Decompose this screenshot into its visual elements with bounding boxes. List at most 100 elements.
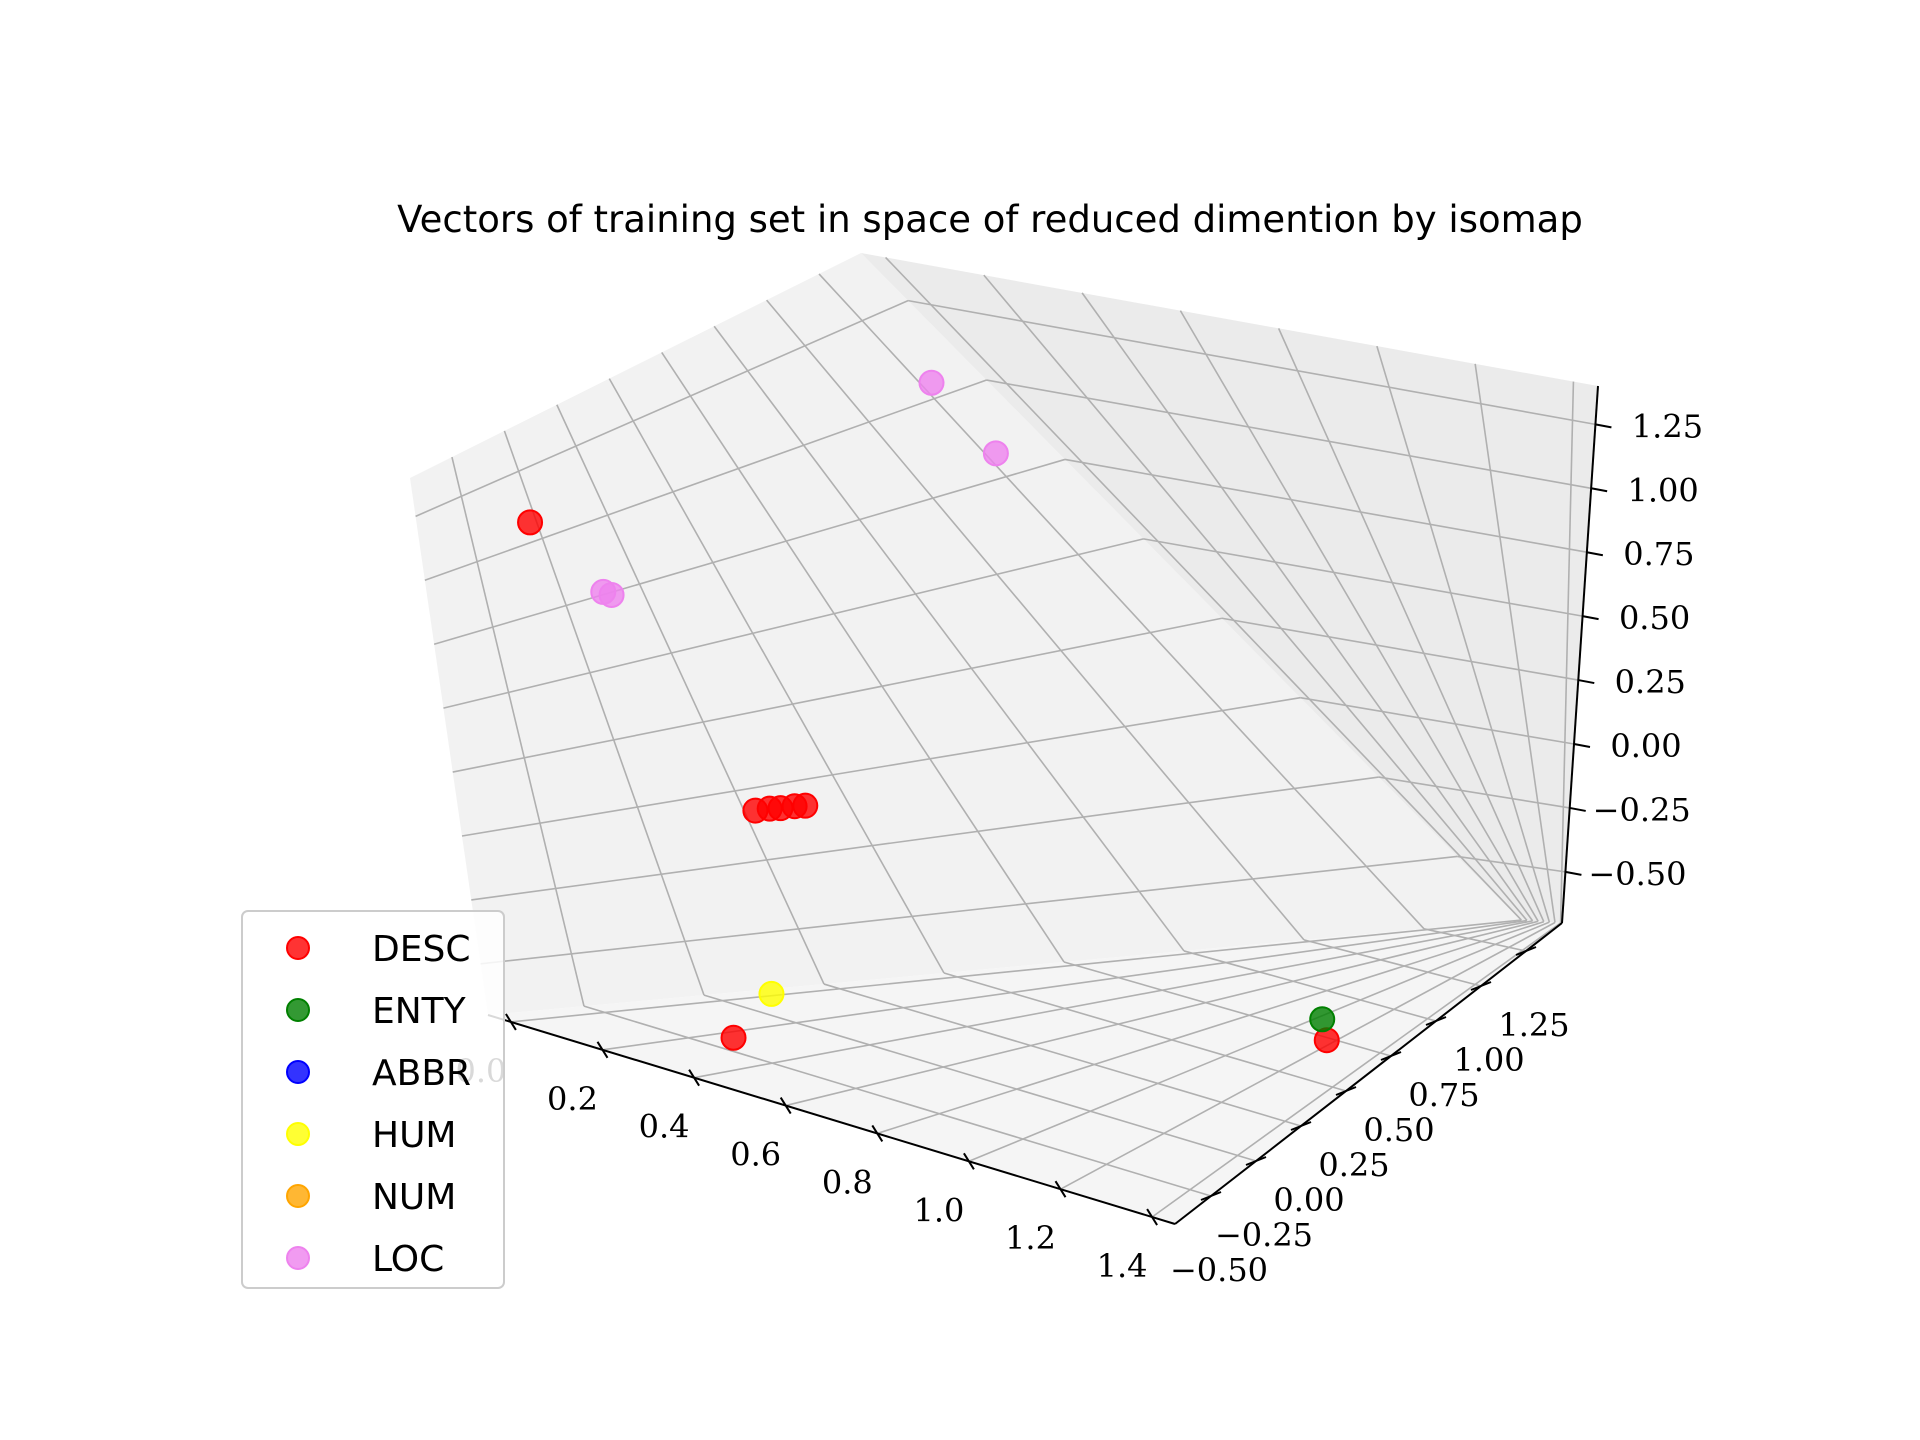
x-tick-label: 0.2 <box>547 1080 598 1118</box>
grid-line-z-back <box>1143 538 1583 617</box>
grid-line-x-back <box>983 274 1528 922</box>
data-point-desc <box>792 792 819 819</box>
legend: DESC ENTY ABBR HUM NUM LOC <box>241 910 505 1289</box>
y-tick-mark <box>1200 1191 1222 1201</box>
x-tick-label: 0.6 <box>730 1136 781 1174</box>
grid-line-z-left <box>461 696 1301 837</box>
y-tick-mark <box>1515 946 1537 956</box>
grid-line-z-back <box>907 299 1596 426</box>
legend-label-loc: LOC <box>372 1239 444 1280</box>
grid-line-y-floor <box>703 994 1257 1162</box>
z-tick-label: −0.25 <box>1593 791 1691 829</box>
data-point-desc <box>517 509 544 536</box>
grid-line-x-back <box>1179 310 1539 922</box>
data-point-loc <box>982 440 1009 467</box>
y-tick-mark <box>1380 1051 1402 1061</box>
z-tick-mark <box>1590 487 1608 493</box>
x-tick-label: 1.4 <box>1097 1247 1148 1285</box>
z-tick-mark <box>1582 615 1599 621</box>
x-tick-mark <box>1054 1180 1067 1198</box>
grid-line-y-left <box>451 456 585 1007</box>
grid-line-x-back <box>884 256 1522 921</box>
grid-line-z-back <box>1300 696 1575 745</box>
grid-line-x-floor <box>510 919 1522 1023</box>
data-points <box>517 369 1340 1054</box>
grid-line-x-floor <box>968 921 1550 1163</box>
legend-label-num: NUM <box>372 1177 456 1218</box>
grid-line-z-left <box>415 299 909 518</box>
grid-line-x-floor <box>602 919 1528 1051</box>
grid-line-x-back <box>1474 363 1556 923</box>
legend-marker-abbr <box>286 1060 310 1084</box>
grid-line-x-floor <box>693 920 1533 1079</box>
grid-line-y-floor <box>943 972 1347 1092</box>
z-tick-label: 0.75 <box>1623 535 1694 573</box>
grid-line-z-left <box>424 379 987 582</box>
y-tick-label: −0.50 <box>1170 1251 1268 1289</box>
legend-label-hum: HUM <box>372 1115 456 1156</box>
x-tick-mark <box>688 1069 700 1087</box>
chart-title: Vectors of training set in space of redu… <box>397 198 1583 241</box>
z-tick-label: −0.50 <box>1588 855 1686 893</box>
grid-line-y-floor <box>1303 939 1482 987</box>
grid-line-z-left <box>452 617 1223 773</box>
z-tick-label: 0.00 <box>1610 727 1681 765</box>
grid-line-y-left <box>556 404 825 985</box>
grid-line-x-back <box>1376 345 1551 923</box>
y-tick-label: 0.50 <box>1363 1111 1434 1149</box>
y-tick-mark <box>1335 1086 1357 1096</box>
data-point-loc <box>598 581 625 608</box>
grid-line-z-back <box>1457 855 1566 873</box>
y-tick-label: 0.25 <box>1318 1146 1389 1184</box>
y-tick-mark <box>1425 1016 1447 1026</box>
x-tick-mark <box>596 1041 609 1059</box>
grid-line-y-floor <box>583 1005 1212 1197</box>
y-tick-label: 1.00 <box>1453 1041 1524 1079</box>
z-tick-label: 1.00 <box>1628 471 1699 509</box>
data-point-loc <box>918 369 945 396</box>
legend-marker-hum <box>286 1122 310 1146</box>
legend-label-enty: ENTY <box>372 991 467 1032</box>
x-tick-label: 1.2 <box>1005 1219 1056 1257</box>
y-tick-label: 1.25 <box>1498 1006 1569 1044</box>
z-tick-mark <box>1573 743 1591 748</box>
grid-line-z-left <box>443 538 1144 709</box>
grid-line-z-left <box>480 855 1458 965</box>
x-tick-label: 1.0 <box>913 1191 964 1229</box>
y-tick-label: 0.75 <box>1408 1076 1479 1114</box>
tick-marks: 0.00.20.40.60.81.01.21.4−0.50−0.250.000.… <box>455 407 1703 1289</box>
grid-line-y-floor <box>1183 950 1437 1022</box>
y-tick-mark <box>1290 1121 1312 1131</box>
x-tick-label: 0.4 <box>639 1108 690 1146</box>
grid-line-x-back <box>1081 292 1534 922</box>
legend-marker-loc <box>286 1246 310 1270</box>
legend-marker-enty <box>286 998 310 1022</box>
grid-line-x-floor <box>785 920 1539 1107</box>
z-tick-label: 1.25 <box>1632 407 1703 445</box>
pane-left <box>410 253 1520 1015</box>
pane-floor <box>488 920 1562 1224</box>
x-tick-label: 0.8 <box>822 1163 873 1201</box>
grid-line-z-left <box>471 776 1379 901</box>
grid-line-x-floor <box>1060 921 1556 1190</box>
grid-line-x-back <box>1559 381 1575 923</box>
x-tick-mark <box>963 1152 975 1170</box>
grid-line-z-back <box>986 379 1592 490</box>
data-point-desc <box>1313 1027 1340 1054</box>
grid-line-x-floor <box>877 920 1545 1135</box>
z-axis-line <box>1561 385 1599 924</box>
y-tick-mark <box>1245 1156 1267 1166</box>
grid-line-y-left <box>608 378 945 974</box>
legend-marker-num <box>286 1184 310 1208</box>
grid-line-z-left <box>433 458 1066 645</box>
grid-line-y-left <box>661 351 1065 963</box>
y-axis-line <box>1174 922 1563 1225</box>
z-tick-label: 0.25 <box>1615 663 1686 701</box>
legend-label-desc: DESC <box>372 929 470 970</box>
grid-line-y-floor <box>823 983 1302 1127</box>
data-point-desc <box>720 1024 747 1051</box>
grid-line-y-left <box>765 299 1305 941</box>
grid-line-z-back <box>1378 776 1570 809</box>
grid-line-y-floor <box>1423 928 1527 952</box>
